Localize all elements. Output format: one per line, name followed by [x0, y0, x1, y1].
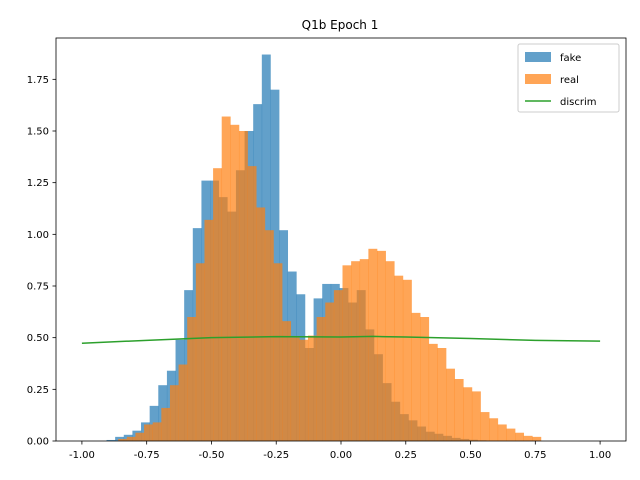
real-histogram-bar [506, 428, 516, 441]
real-histogram-bar [161, 407, 171, 441]
real-legend-label: real [560, 75, 579, 86]
real-histogram-bar [368, 248, 378, 441]
real-histogram-bar [351, 261, 361, 441]
real-histogram-bar [446, 368, 455, 441]
y-tick-label: 1.25 [27, 178, 49, 189]
fake-legend-swatch [525, 52, 551, 62]
real-histogram-bar [290, 337, 300, 441]
x-tick-label: 0.50 [459, 450, 481, 461]
discrim-line [81, 335, 601, 344]
real-histogram-bar [515, 432, 524, 441]
real-histogram-bar [428, 343, 438, 441]
real-histogram-bar [135, 432, 145, 441]
real-histogram-bar [385, 261, 395, 441]
real-histogram-bar [195, 263, 205, 441]
real-histogram-bar [152, 422, 162, 441]
y-tick-label: 1.50 [27, 127, 49, 138]
real-histogram-bar [307, 335, 317, 441]
y-tick-label: 0.00 [27, 437, 49, 448]
legend: fake real discrim [517, 43, 620, 113]
x-tick-label: -0.25 [263, 450, 289, 461]
real-histogram-bar [454, 379, 464, 441]
fake-legend-label: fake [560, 53, 581, 64]
x-tick-label: -0.75 [134, 450, 160, 461]
real-histogram-bar [256, 207, 266, 441]
real-histogram-bar [489, 418, 499, 441]
real-histogram-bar [316, 317, 326, 441]
x-tick-label: 1.00 [589, 450, 611, 461]
discrim-legend-label: discrim [560, 97, 596, 108]
real-histogram-bar [204, 219, 214, 441]
real-histogram-bar [402, 279, 412, 441]
y-tick-label: 0.75 [27, 282, 49, 293]
y-tick-label: 1.75 [27, 75, 49, 86]
plot-area [81, 54, 601, 442]
x-tick-label: 0.00 [330, 450, 352, 461]
real-histogram-bar [359, 259, 369, 441]
real-histogram-bar [377, 250, 386, 441]
real-legend-swatch [525, 74, 551, 84]
x-tick-label: -1.00 [69, 450, 95, 461]
real-histogram-bar [213, 168, 223, 441]
real-histogram-bar [471, 391, 481, 441]
axes: -1.00 -0.75 -0.50 -0.25 0.00 0.25 0.50 0.75 1.00… [27, 37, 627, 461]
x-tick-label: 0.75 [524, 450, 546, 461]
real-histogram-bar [178, 364, 188, 441]
real-histogram-bar [342, 265, 352, 441]
real-histogram-bar [221, 116, 231, 441]
real-histogram-bar [230, 124, 240, 442]
real-histogram-bar [532, 436, 542, 441]
real-histogram-bar [333, 290, 343, 441]
y-tick-label: 0.50 [27, 333, 49, 344]
real-histogram-bar [273, 263, 283, 441]
real-histogram-bar [394, 275, 404, 441]
chart-title: Q1b Epoch 1 [302, 18, 379, 32]
x-tick-label: 0.25 [395, 450, 417, 461]
real-histogram-bar [437, 348, 447, 441]
real-histogram-bar [238, 131, 248, 441]
y-tick-label: 1.00 [27, 230, 49, 241]
real-histogram-bar [169, 385, 179, 441]
real-histogram-bar [144, 424, 153, 441]
real-histogram-bar [497, 424, 507, 441]
real-histogram-bar [118, 438, 128, 441]
real-histogram-bar [247, 166, 257, 441]
real-histogram-bar [187, 317, 197, 441]
real-histogram-bar [420, 317, 430, 441]
real-histogram-bar [523, 435, 533, 441]
y-tick-label: 0.25 [27, 385, 49, 396]
real-histogram-bar [299, 339, 309, 441]
real-histogram-bar [264, 230, 274, 441]
real-histogram-bar [282, 321, 292, 441]
fake-histogram-bar [106, 439, 116, 441]
real-histogram-bar [463, 387, 473, 441]
x-tick-label: -0.50 [199, 450, 225, 461]
real-histogram-bar [325, 302, 335, 441]
real-histogram-bar [480, 412, 490, 441]
real-histogram-bar [126, 436, 136, 441]
real-histogram-bar [411, 312, 421, 441]
